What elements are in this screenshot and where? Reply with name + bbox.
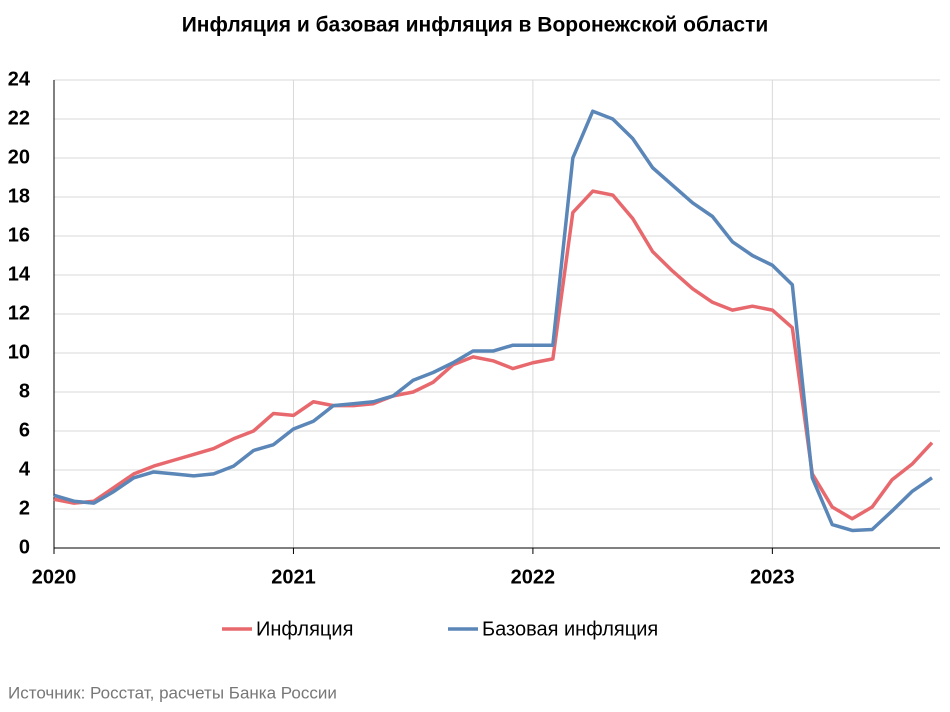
- y-tick-label: 6: [19, 419, 30, 441]
- y-tick-label: 8: [19, 380, 30, 402]
- y-tick-label: 4: [19, 458, 31, 480]
- legend-label: Инфляция: [256, 618, 353, 640]
- x-tick-label: 2020: [32, 566, 77, 588]
- line-series: [53, 189, 934, 521]
- line-series: [53, 109, 933, 533]
- y-tick-label: 18: [8, 185, 30, 207]
- y-tick-label: 16: [8, 224, 30, 246]
- y-tick-label: 12: [8, 302, 30, 324]
- y-tick-label: 10: [8, 341, 30, 363]
- y-tick-label: 2: [19, 497, 30, 519]
- y-tick-label: 14: [8, 263, 31, 285]
- x-tick-label: 2023: [750, 566, 795, 588]
- y-tick-label: 20: [8, 146, 30, 168]
- x-tick-label: 2021: [271, 566, 316, 588]
- y-tick-label: 0: [19, 536, 30, 558]
- legend-label: Базовая инфляция: [482, 618, 658, 640]
- y-tick-label: 22: [8, 107, 30, 129]
- chart-title: Инфляция и базовая инфляция в Воронежско…: [182, 14, 769, 37]
- y-tick-label: 24: [8, 68, 31, 90]
- source-note: Источник: Росстат, расчеты Банка России: [8, 683, 337, 702]
- x-tick-label: 2022: [511, 566, 556, 588]
